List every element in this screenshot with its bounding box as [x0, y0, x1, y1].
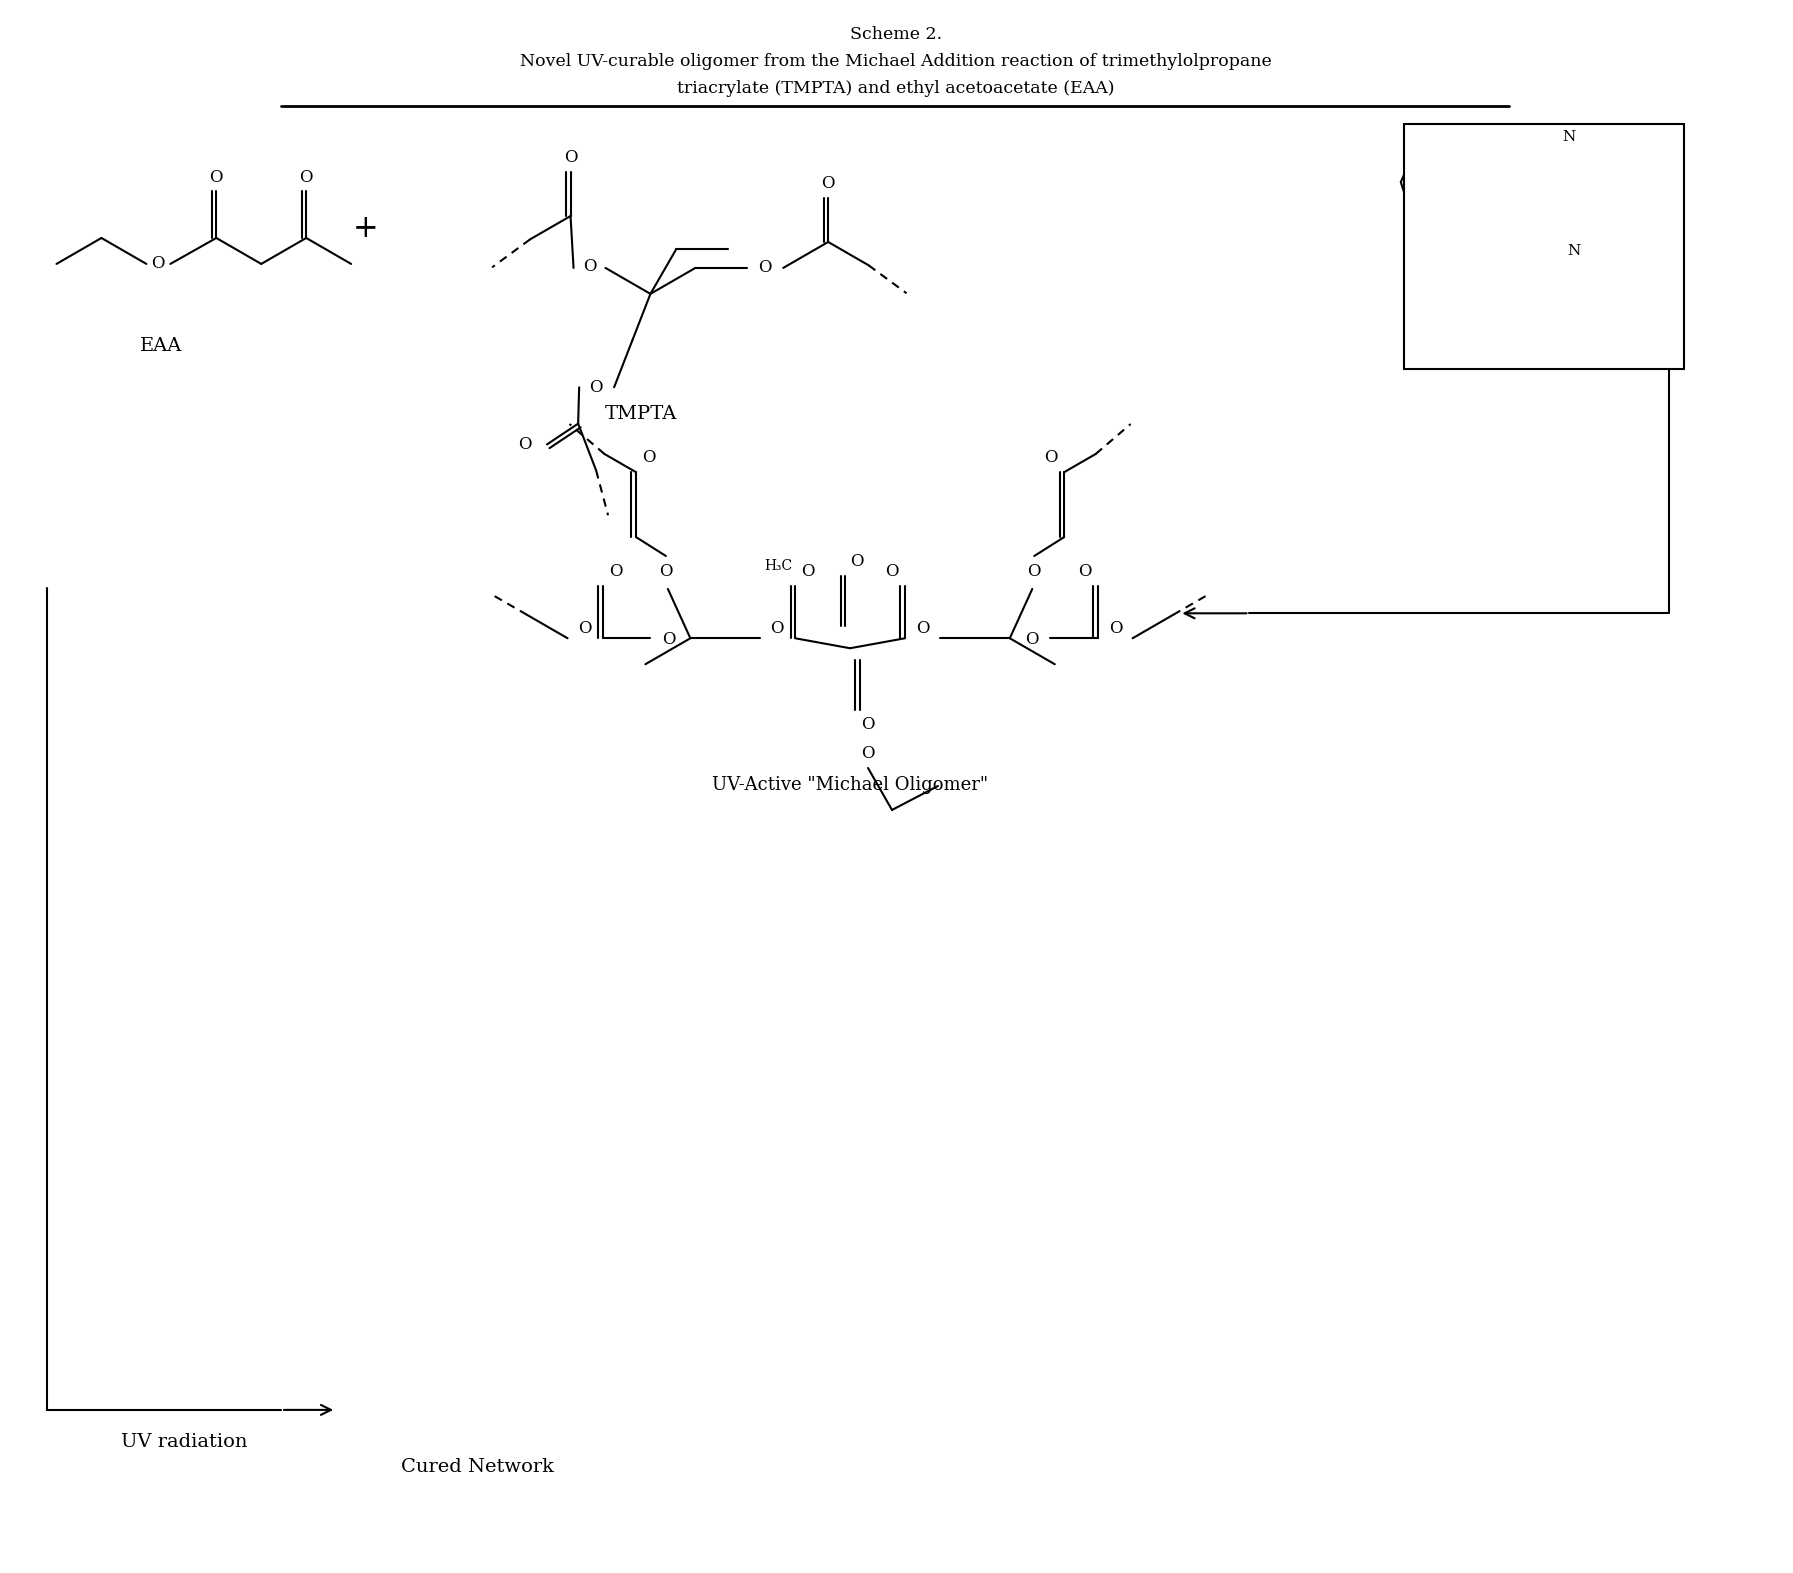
- Text: O: O: [577, 620, 592, 637]
- Text: O: O: [916, 620, 931, 637]
- Text: O: O: [660, 563, 672, 580]
- Text: O: O: [850, 552, 864, 569]
- Text: O: O: [1027, 563, 1042, 580]
- Text: O: O: [771, 620, 784, 637]
- Text: N: N: [1567, 244, 1580, 258]
- Text: H₃C: H₃C: [764, 560, 793, 574]
- Text: triacrylate (TMPTA) and ethyl acetoacetate (EAA): triacrylate (TMPTA) and ethyl acetoaceta…: [678, 80, 1115, 96]
- Text: Scheme 2.: Scheme 2.: [850, 25, 941, 42]
- Text: O: O: [210, 168, 222, 186]
- Text: Cured Network: Cured Network: [402, 1458, 554, 1475]
- Text: O: O: [861, 716, 875, 733]
- Text: O: O: [821, 175, 836, 192]
- Text: O: O: [662, 631, 676, 648]
- Text: O: O: [299, 168, 314, 186]
- Text: O: O: [1108, 620, 1122, 637]
- Text: O: O: [518, 436, 533, 453]
- Text: O: O: [801, 563, 814, 580]
- Text: TMPTA: TMPTA: [604, 404, 676, 423]
- Text: O: O: [563, 149, 577, 167]
- Text: O: O: [610, 563, 622, 580]
- Text: EAA: EAA: [140, 337, 183, 355]
- Text: O: O: [1026, 631, 1038, 648]
- Text: O: O: [886, 563, 898, 580]
- Text: +: +: [353, 214, 378, 244]
- Text: O: O: [583, 258, 597, 275]
- Text: UV radiation: UV radiation: [122, 1433, 247, 1450]
- Text: O: O: [642, 448, 656, 466]
- Text: N: N: [1562, 131, 1576, 145]
- Text: O: O: [1078, 563, 1092, 580]
- Bar: [1404, 124, 1684, 368]
- Text: O: O: [152, 255, 165, 272]
- Text: O: O: [590, 379, 602, 396]
- Text: O: O: [1045, 448, 1058, 466]
- Text: O: O: [861, 744, 875, 761]
- Text: UV-Active "Michael Oligomer": UV-Active "Michael Oligomer": [712, 775, 988, 794]
- Text: O: O: [758, 260, 773, 277]
- Text: Novel UV-curable oligomer from the Michael Addition reaction of trimethylolpropa: Novel UV-curable oligomer from the Micha…: [520, 53, 1271, 69]
